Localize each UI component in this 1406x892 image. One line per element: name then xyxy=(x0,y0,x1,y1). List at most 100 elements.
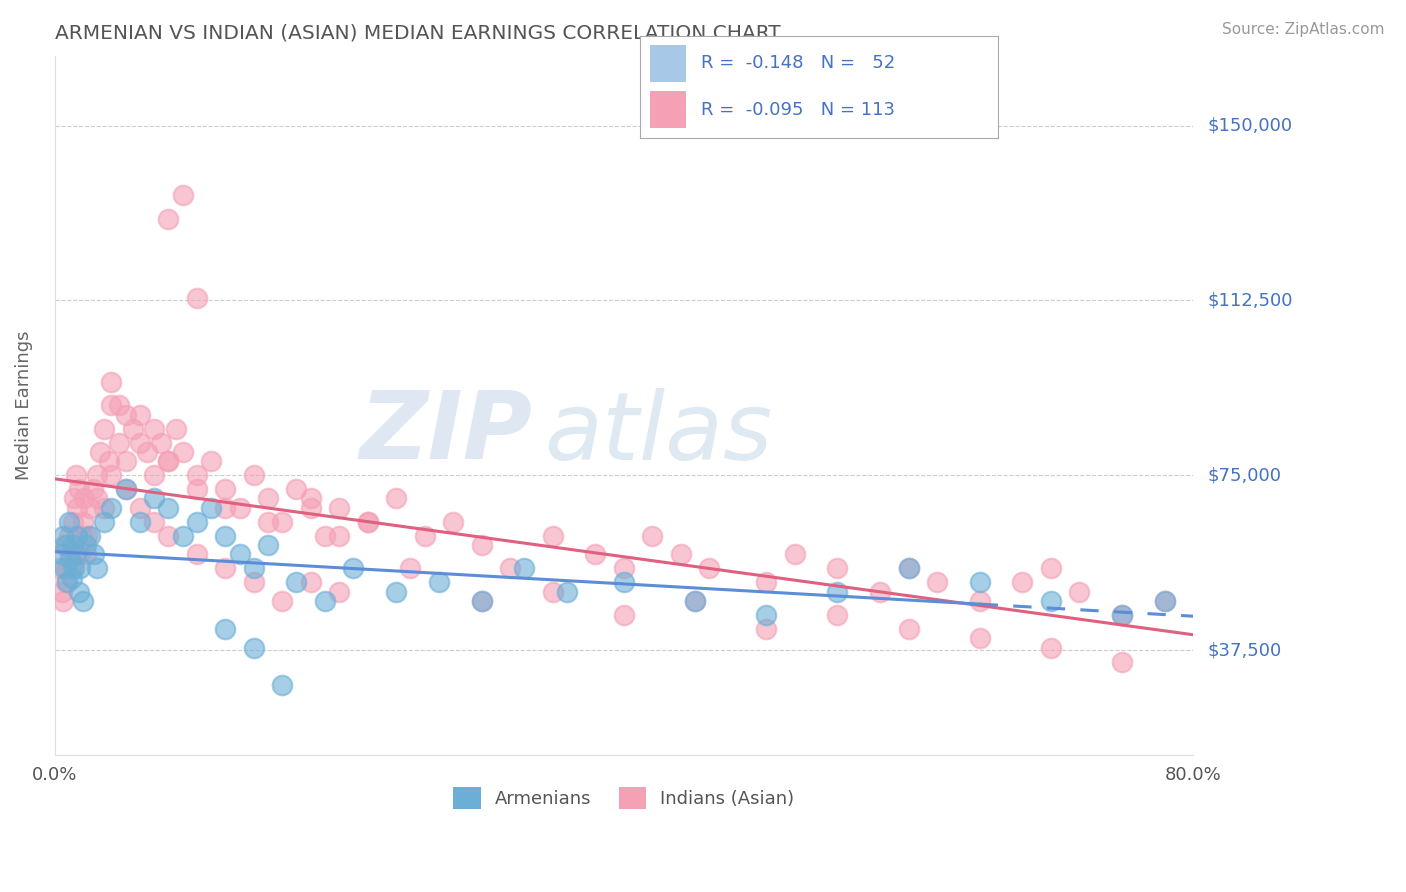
Point xyxy=(93,500,115,515)
Point xyxy=(93,421,115,435)
Point xyxy=(897,561,920,575)
Point xyxy=(1069,584,1091,599)
Point xyxy=(56,575,79,590)
Point xyxy=(1111,655,1133,669)
Point xyxy=(1111,608,1133,623)
Point xyxy=(52,529,75,543)
Point xyxy=(114,482,136,496)
Point xyxy=(328,529,350,543)
Point xyxy=(186,291,208,305)
Point xyxy=(100,500,122,515)
Point xyxy=(613,608,636,623)
Point xyxy=(89,445,111,459)
Point xyxy=(1039,640,1062,655)
Point xyxy=(86,561,108,575)
Point xyxy=(869,584,891,599)
Point xyxy=(72,594,94,608)
Point xyxy=(83,548,105,562)
Point xyxy=(427,575,450,590)
Point xyxy=(172,188,194,202)
Point xyxy=(1153,594,1175,608)
Text: $112,500: $112,500 xyxy=(1208,292,1292,310)
Point xyxy=(107,435,129,450)
Point xyxy=(683,594,706,608)
Point xyxy=(129,435,152,450)
Point xyxy=(257,515,280,529)
Point xyxy=(157,454,180,468)
Point xyxy=(157,211,180,226)
Point xyxy=(172,445,194,459)
Text: $37,500: $37,500 xyxy=(1208,641,1281,659)
Point xyxy=(114,482,136,496)
Point xyxy=(783,548,806,562)
Legend: Armenians, Indians (Asian): Armenians, Indians (Asian) xyxy=(446,780,801,816)
Point xyxy=(51,584,73,599)
Point xyxy=(299,491,322,506)
Point xyxy=(499,561,522,575)
Point xyxy=(165,421,187,435)
Point xyxy=(897,622,920,636)
Point xyxy=(1011,575,1033,590)
Point xyxy=(143,468,166,483)
Point xyxy=(55,575,77,590)
Point xyxy=(62,538,84,552)
Point xyxy=(69,548,91,562)
Point xyxy=(129,500,152,515)
Point xyxy=(342,561,364,575)
Point xyxy=(356,515,378,529)
Point xyxy=(86,491,108,506)
Point xyxy=(271,515,294,529)
Bar xyxy=(651,45,686,82)
Point xyxy=(52,594,75,608)
Point xyxy=(299,575,322,590)
Point xyxy=(243,468,266,483)
Point xyxy=(1111,608,1133,623)
Point xyxy=(271,678,294,692)
Point xyxy=(555,584,578,599)
Point xyxy=(157,454,180,468)
Point xyxy=(897,561,920,575)
Point xyxy=(65,548,87,562)
Point xyxy=(257,538,280,552)
Point xyxy=(641,529,664,543)
Y-axis label: Median Earnings: Median Earnings xyxy=(15,331,32,480)
Point xyxy=(969,575,991,590)
Point xyxy=(186,468,208,483)
Point xyxy=(55,538,77,552)
Point xyxy=(66,529,89,543)
Point xyxy=(200,454,222,468)
Point xyxy=(70,529,93,543)
Point xyxy=(58,529,80,543)
Point xyxy=(399,561,422,575)
Point xyxy=(285,575,308,590)
Point xyxy=(58,515,80,529)
Point xyxy=(53,561,76,575)
Point xyxy=(755,608,778,623)
Text: R =  -0.148   N =   52: R = -0.148 N = 52 xyxy=(700,54,896,72)
Text: atlas: atlas xyxy=(544,388,772,479)
Point xyxy=(470,594,492,608)
Point xyxy=(76,529,98,543)
Point xyxy=(63,561,86,575)
Point xyxy=(513,561,536,575)
Point xyxy=(86,468,108,483)
Point xyxy=(328,500,350,515)
Point xyxy=(385,584,408,599)
Point xyxy=(75,548,97,562)
Point xyxy=(100,375,122,389)
Bar xyxy=(651,91,686,128)
Point xyxy=(56,561,79,575)
Point xyxy=(228,500,250,515)
Point xyxy=(53,538,76,552)
Point xyxy=(59,552,82,566)
Point xyxy=(441,515,464,529)
Point xyxy=(299,500,322,515)
Point xyxy=(214,529,236,543)
Point xyxy=(314,594,336,608)
Point xyxy=(72,515,94,529)
Text: $75,000: $75,000 xyxy=(1208,467,1281,484)
Point xyxy=(143,515,166,529)
Point xyxy=(60,561,83,575)
Point xyxy=(172,529,194,543)
Text: R =  -0.095   N = 113: R = -0.095 N = 113 xyxy=(700,101,894,119)
